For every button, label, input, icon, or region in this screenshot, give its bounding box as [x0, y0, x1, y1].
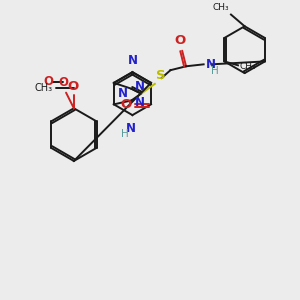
- Text: O: O: [67, 80, 79, 93]
- Text: O: O: [58, 76, 68, 89]
- Text: N: N: [135, 96, 145, 109]
- Text: H: H: [212, 66, 219, 76]
- Text: O: O: [44, 75, 53, 88]
- Text: N: N: [206, 58, 216, 71]
- Text: N: N: [125, 122, 136, 135]
- Text: O: O: [120, 98, 131, 111]
- Text: CH₃: CH₃: [34, 83, 52, 93]
- Text: H: H: [121, 129, 128, 139]
- Text: CH₃: CH₃: [212, 3, 229, 12]
- Text: N: N: [135, 80, 145, 93]
- Text: N: N: [118, 87, 128, 100]
- Text: S: S: [156, 69, 165, 82]
- Text: N: N: [128, 54, 137, 67]
- Text: O: O: [175, 34, 186, 47]
- Text: CH₃: CH₃: [240, 62, 256, 71]
